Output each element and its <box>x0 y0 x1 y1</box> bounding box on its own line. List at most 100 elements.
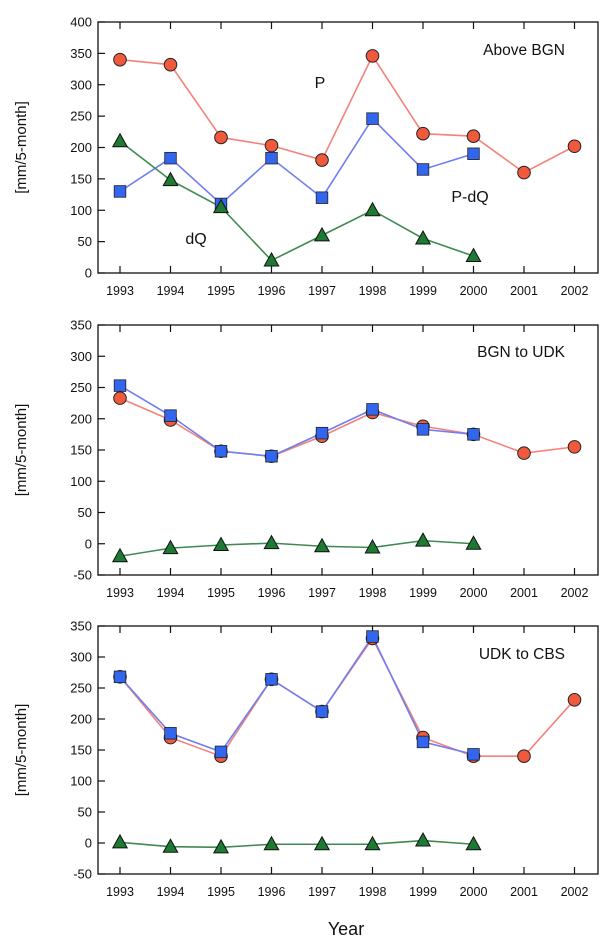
series-line-p-dq <box>119 384 474 458</box>
data-point-dq <box>263 835 280 851</box>
y-tick-label: 150 <box>70 443 92 458</box>
data-point-p-dq <box>416 735 430 749</box>
x-tick-label: 1998 <box>359 885 387 899</box>
y-axis-label: [mm/5-month] <box>13 101 30 194</box>
panel-title: BGN to UDK <box>477 344 566 361</box>
x-tick-label: 2001 <box>510 885 538 899</box>
x-tick-label: 1995 <box>207 586 235 600</box>
data-point-p-dq <box>416 423 430 436</box>
series-annotation: P <box>315 75 326 92</box>
data-point-p <box>113 52 127 67</box>
data-point-p-dq <box>366 112 379 125</box>
x-tick-label: 1996 <box>258 284 286 298</box>
y-tick-label: 150 <box>70 171 92 186</box>
series-line-p <box>119 397 575 458</box>
data-point-p <box>517 165 531 180</box>
x-tick-label: 1999 <box>409 885 437 899</box>
data-point-dq <box>111 547 129 563</box>
x-tick-label: 1996 <box>258 885 286 899</box>
x-tick-label: 2002 <box>561 885 589 899</box>
series-line-p-dq <box>119 634 474 756</box>
data-point-p-dq <box>164 409 177 422</box>
data-point-dq <box>364 538 381 554</box>
data-point-p <box>466 129 481 144</box>
y-axis-label: [mm/5-month] <box>13 404 30 497</box>
data-point-p-dq <box>315 426 329 440</box>
x-tick-label: 2002 <box>561 586 589 600</box>
data-point-dq <box>465 247 482 263</box>
y-tick-label: -50 <box>73 867 92 882</box>
y-tick-label: 350 <box>70 46 92 61</box>
y-tick-label: 350 <box>70 619 92 634</box>
data-point-p-dq <box>315 705 329 718</box>
data-point-dq <box>465 535 482 550</box>
x-tick-label: 2001 <box>510 284 538 298</box>
data-point-p-dq <box>366 403 379 416</box>
x-tick-label: 1995 <box>207 885 235 899</box>
data-point-p-dq <box>113 670 127 684</box>
data-point-dq <box>212 198 230 214</box>
x-tick-label: 1996 <box>258 586 286 600</box>
y-tick-label: 100 <box>70 203 92 218</box>
data-point-dq <box>313 835 331 851</box>
y-tick-label: 50 <box>78 805 92 820</box>
data-point-dq <box>465 835 482 851</box>
data-point-p <box>567 692 582 707</box>
y-tick-label: 100 <box>70 774 92 789</box>
data-point-p-dq <box>164 151 177 165</box>
data-point-p-dq <box>164 727 177 740</box>
chart-panel-1: 0 50 100 150 200 250 300 350 400 1993 1994 1995 1996… <box>13 15 599 298</box>
x-tick-label: 1997 <box>308 586 336 600</box>
data-point-dq <box>313 226 331 242</box>
x-tick-label: 1994 <box>157 284 185 298</box>
data-point-dq <box>414 831 432 847</box>
y-tick-label: 300 <box>70 650 92 665</box>
y-tick-label: 0 <box>85 536 92 551</box>
data-point-p <box>567 440 582 454</box>
chart-panel-3: -50 0 50 100 150 200 250 300 350 1993 1994 1995 1996… <box>13 619 599 899</box>
data-point-dq <box>263 534 280 550</box>
x-axis-label: Year <box>328 919 364 939</box>
data-point-p <box>567 139 582 154</box>
x-tick-label: 1993 <box>106 586 134 600</box>
x-tick-label: 1994 <box>157 885 185 899</box>
x-tick-label: 1995 <box>207 284 235 298</box>
y-tick-label: 250 <box>70 380 92 395</box>
data-point-p-dq <box>214 745 228 759</box>
y-tick-label: 300 <box>70 349 92 364</box>
data-point-p <box>264 138 279 153</box>
x-tick-label: 1993 <box>106 284 134 298</box>
data-point-dq <box>111 132 129 148</box>
y-tick-label: 200 <box>70 411 92 426</box>
data-point-dq <box>263 251 280 267</box>
x-tick-label: 2001 <box>510 586 538 600</box>
data-point-p-dq <box>315 191 329 204</box>
y-tick-label: 200 <box>70 140 92 155</box>
data-point-dq <box>414 532 432 547</box>
x-tick-label: 1994 <box>157 586 185 600</box>
series-annotation: P-dQ <box>451 189 488 206</box>
x-tick-label: 1993 <box>106 885 134 899</box>
data-point-dq <box>364 201 381 217</box>
y-tick-label: 50 <box>78 505 92 520</box>
x-tick-label: 1997 <box>308 885 336 899</box>
series-annotation: dQ <box>185 231 206 248</box>
y-tick-label: 250 <box>70 109 92 124</box>
data-point-p <box>517 749 531 764</box>
series-line-p-dq <box>119 117 474 206</box>
series-line-dq <box>119 539 474 558</box>
data-point-p-dq <box>366 630 379 643</box>
series-line-dq <box>119 839 474 849</box>
data-point-p <box>163 57 178 72</box>
data-point-dq <box>212 536 230 551</box>
data-point-p <box>365 49 380 63</box>
y-tick-label: 100 <box>70 474 92 489</box>
x-tick-label: 1999 <box>409 586 437 600</box>
y-tick-label: 350 <box>70 318 92 333</box>
data-point-p-dq <box>113 185 127 198</box>
data-point-dq <box>111 833 129 849</box>
data-point-dq <box>162 171 179 187</box>
x-tick-label: 1999 <box>409 284 437 298</box>
data-point-p-dq <box>467 428 480 441</box>
